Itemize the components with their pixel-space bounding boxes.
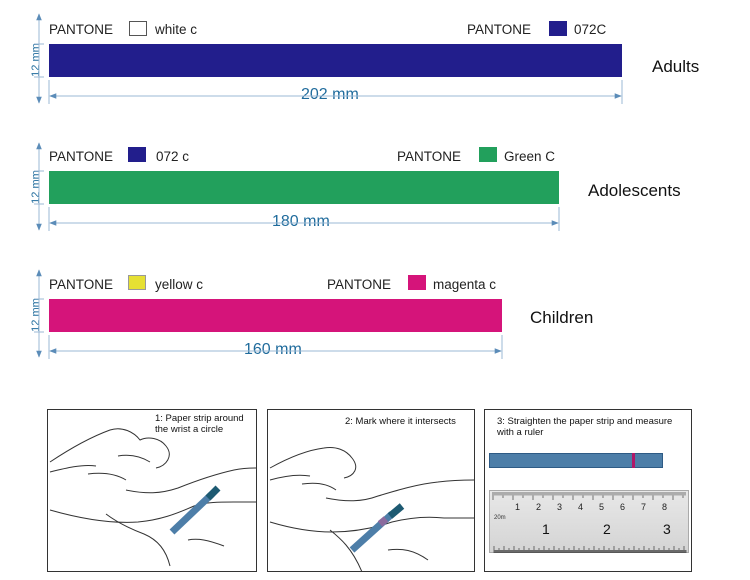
swatch-072c [549, 21, 567, 36]
swatch-green [479, 147, 497, 162]
pantone-label-left: PANTONE [49, 149, 114, 164]
ruler-top-number: 2 [536, 502, 542, 512]
pantone-color-left: 072 c [156, 149, 190, 164]
pantone-label-left: PANTONE [49, 22, 114, 37]
ruler-top-number: 8 [662, 502, 668, 512]
pantone-label-left: PANTONE [49, 277, 114, 292]
ruler-top-number: 1 [515, 502, 521, 512]
paper-strip [489, 453, 663, 468]
wrist-strip-illustration [49, 428, 256, 567]
ruler-unit-label: 20m [494, 515, 506, 521]
ruler-number-2: 2 [603, 521, 611, 537]
swatch-072c [128, 147, 146, 162]
step-caption: 1: Paper strip around the wrist a circle [155, 413, 244, 435]
swatch-white [129, 21, 147, 36]
group-label-adults: Adults [652, 57, 700, 76]
swatch-magenta [408, 275, 426, 290]
group-label-children: Children [530, 308, 594, 327]
step-caption: 3: Straighten the paper strip and measur… [497, 416, 673, 438]
ruler-number-1: 1 [542, 521, 550, 537]
ruler-top-number: 4 [578, 502, 584, 512]
step-panel-3: 3: Straighten the paper strip and measur… [484, 409, 692, 572]
ruler-top-number: 3 [557, 502, 563, 512]
group-label-adolescents: Adolescents [588, 181, 681, 200]
pantone-color-left: yellow c [155, 277, 204, 292]
ruler-top-number: 5 [599, 502, 605, 512]
color-band-children [49, 299, 502, 332]
pantone-label-right: PANTONE [327, 277, 392, 292]
ruler-top-number: 6 [620, 502, 626, 512]
pantone-label-right: PANTONE [397, 149, 462, 164]
wrist-mark-illustration [269, 447, 474, 571]
pantone-label-right: PANTONE [467, 22, 532, 37]
color-band-adults [49, 44, 622, 77]
ruler-top-number: 7 [641, 502, 647, 512]
pantone-color-right: Green C [504, 149, 556, 164]
intersection-mark [632, 453, 635, 468]
dimension-lines [34, 13, 623, 359]
swatch-yellow [128, 275, 146, 290]
pantone-color-left: white c [155, 22, 198, 37]
ruler-number-3: 3 [663, 521, 671, 537]
step-panel-2: 2: Mark where it intersects [267, 409, 475, 572]
step-panel-1: 1: Paper strip around the wrist a circle [47, 409, 257, 572]
step-caption: 2: Mark where it intersects [345, 416, 456, 427]
pantone-color-right: 072C [574, 22, 607, 37]
ruler-ticks [492, 492, 687, 553]
color-band-adolescents [49, 171, 559, 204]
pantone-color-right: magenta c [433, 277, 497, 292]
